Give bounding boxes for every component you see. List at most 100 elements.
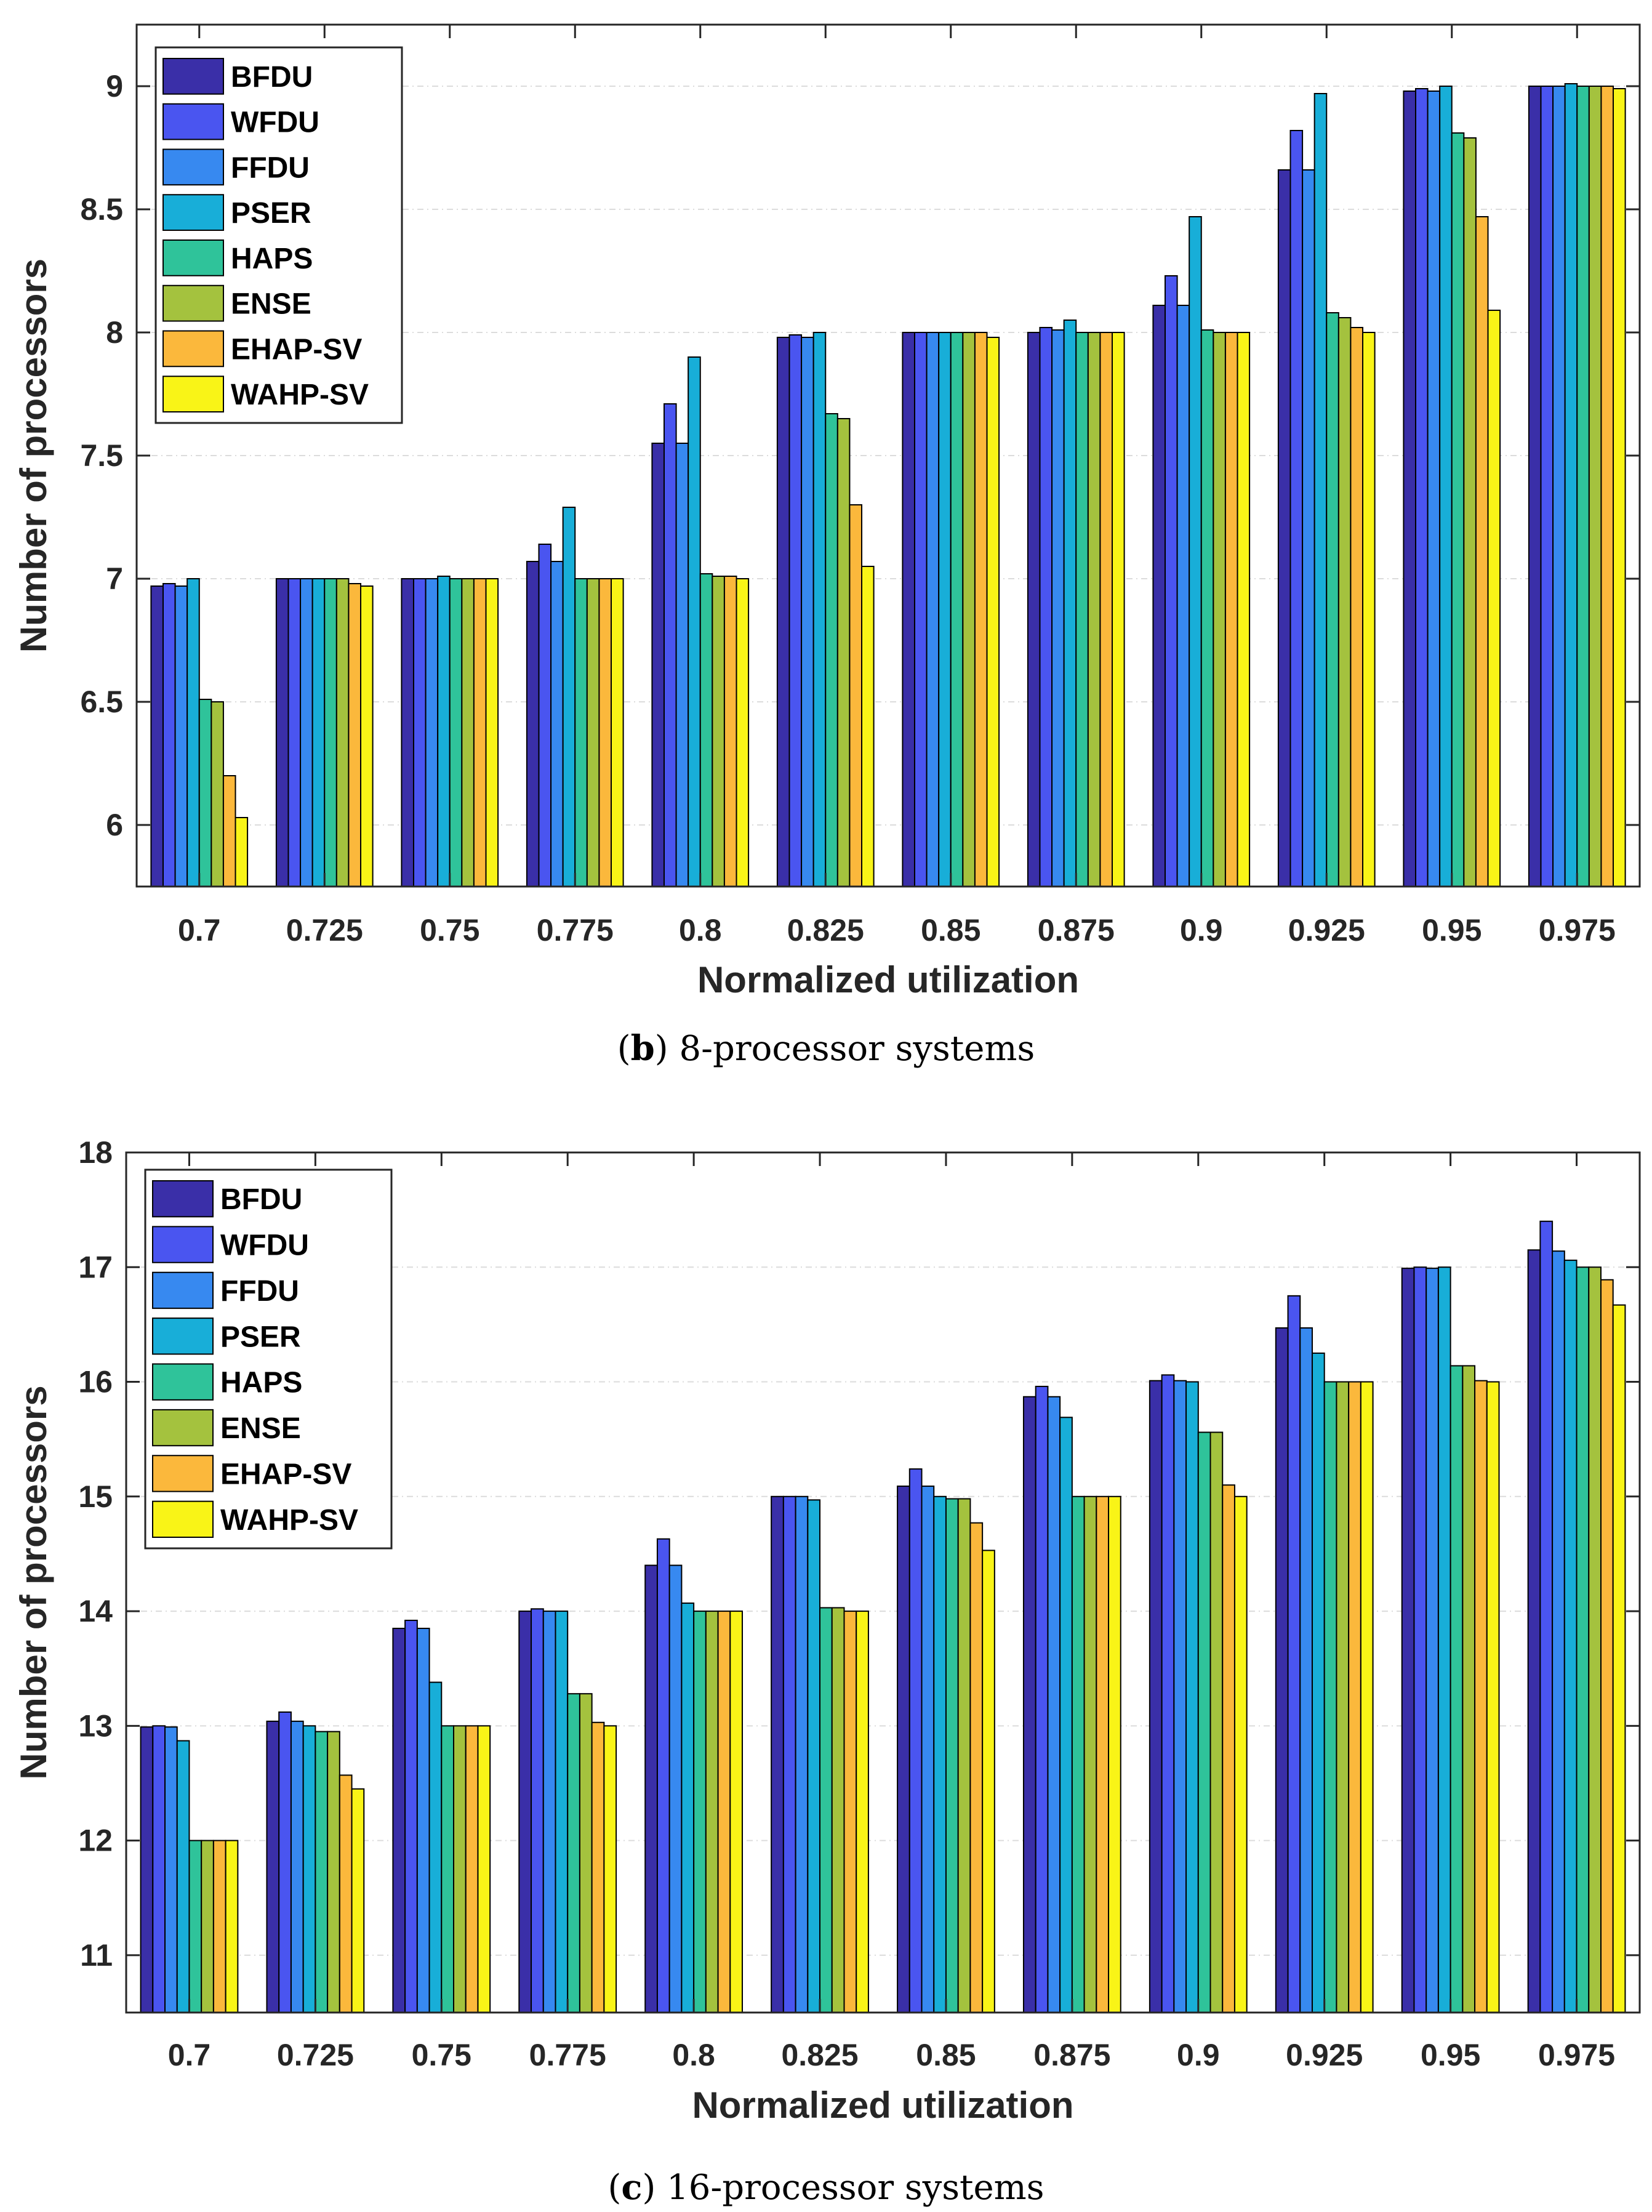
bar-bfdu-0-9 [1149,1380,1163,2013]
bar-ehap-sv-0-75 [473,578,487,887]
legend-swatch-ffdu [152,1271,214,1309]
legend-label-wahp-sv: WAHP-SV [231,379,369,411]
bar-pser-0-75 [437,576,451,887]
bar-ffdu-0-7 [174,585,188,887]
bar-wahp-sv-0-925 [1362,332,1376,887]
bar-ffdu-0-75 [416,1628,430,2013]
xtick-label: 0.7 [168,2038,211,2072]
bar-wfdu-0-725 [287,578,302,887]
bar-bfdu-0-975 [1527,1249,1541,2013]
bar-ehap-sv-0-75 [465,1725,479,2014]
bar-ffdu-0-9 [1176,305,1190,887]
bar-ffdu-0-975 [1552,86,1566,887]
bar-ehap-sv-0-85 [969,1522,984,2013]
bar-ense-0-75 [453,1725,467,2014]
legend-swatch-bfdu [152,1180,214,1218]
legend-swatch-wfdu [152,1226,214,1263]
bar-ense-0-7 [201,1840,214,2014]
bar-wfdu-0-825 [782,1495,796,2014]
legend-swatch-ense [152,1409,214,1447]
bar-ffdu-0-95 [1427,90,1441,887]
bar-pser-0-85 [933,1495,947,2014]
x-axis-label: Normalized utilization [697,959,1079,1000]
chart-panel-16-processor: 11 12 13 14 15 16 17 18 0.7 0.725 0.75 0.775 0.8 0.82… [13,1135,1641,2208]
y-axis-label: Number of processors [13,1385,54,1779]
ytick-label: 16 [78,1365,113,1399]
bar-bfdu-0-925 [1277,169,1291,887]
bar-haps-0-775 [567,1693,580,2013]
bar-wahp-sv-0-975 [1612,1304,1626,2013]
bar-wfdu-0-95 [1413,1266,1427,2013]
bar-wfdu-0-875 [1039,327,1053,887]
bar-wfdu-0-85 [913,332,928,887]
bar-wfdu-0-85 [908,1468,923,2014]
bar-wfdu-0-875 [1035,1385,1049,2013]
bar-pser-0-95 [1437,1266,1451,2013]
bar-bfdu-0-925 [1275,1327,1289,2013]
bar-wahp-sv-0-95 [1487,310,1501,887]
bar-ehap-sv-0-775 [598,578,612,887]
bar-pser-0-925 [1311,1352,1325,2013]
bar-ense-0-9 [1209,1431,1224,2013]
bar-pser-0-875 [1063,320,1077,887]
bar-pser-0-9 [1189,216,1202,887]
bar-haps-0-7 [198,699,212,887]
caption-close-paren: ) [655,1029,680,1069]
xtick-label: 0.875 [1033,2038,1110,2072]
bar-pser-0-725 [311,578,326,887]
bar-haps-0-85 [950,332,964,887]
ytick-label: 11 [80,1938,113,1973]
bar-ffdu-0-825 [801,337,814,887]
bar-ense-0-925 [1337,317,1352,887]
bar-ffdu-0-725 [300,578,313,887]
legend-swatch-wfdu [162,103,224,140]
bar-bfdu-0-875 [1027,332,1041,887]
bar-wahp-sv-0-95 [1486,1381,1500,2013]
xtick-label: 0.9 [1180,913,1223,947]
legend-label-bfdu: BFDU [220,1183,302,1216]
legend-swatch-wahp-sv [152,1500,214,1538]
legend-label-haps: HAPS [231,243,313,275]
legend-label-wfdu: WFDU [231,107,319,139]
y-axis-label: Number of processors [13,259,54,653]
bar-haps-0-725 [324,578,337,887]
xtick-label: 0.725 [286,913,363,947]
legend-label-pser: PSER [231,197,311,230]
bar-ense-0-75 [461,578,475,887]
bar-bfdu-0-75 [392,1628,406,2013]
bar-ense-0-95 [1463,137,1477,887]
xtick-label: 0.725 [277,2038,354,2072]
bar-ense-0-825 [836,418,851,887]
bar-wfdu-0-9 [1164,275,1178,887]
legend-label-ense: ENSE [220,1412,301,1445]
bar-wfdu-0-7 [162,583,176,887]
ytick-label: 7 [106,561,123,596]
bar-ehap-sv-0-775 [591,1721,605,2013]
bar-ense-0-875 [1087,332,1101,887]
bar-haps-0-9 [1200,329,1214,887]
bar-ffdu-0-875 [1047,1396,1061,2013]
ytick-label: 8 [106,315,123,350]
bar-wfdu-0-975 [1539,1220,1554,2013]
xtick-label: 0.825 [787,913,864,947]
bar-haps-0-775 [574,578,588,887]
bar-ense-0-9 [1213,332,1226,887]
ytick-label: 6 [106,808,123,842]
legend-swatch-pser [152,1317,214,1355]
bar-ehap-sv-0-8 [723,576,737,887]
legend-label-bfdu: BFDU [231,61,313,94]
bar-ehap-sv-0-875 [1099,332,1113,887]
bar-bfdu-0-725 [275,578,289,887]
bar-wfdu-0-925 [1287,1295,1301,2014]
bar-haps-0-825 [819,1607,833,2013]
bar-pser-0-775 [562,507,576,887]
bar-wahp-sv-0-7 [235,817,249,887]
bar-bfdu-0-975 [1528,86,1542,887]
bar-ffdu-0-9 [1173,1380,1187,2013]
bar-wahp-sv-0-925 [1360,1381,1374,2013]
bar-ehap-sv-0-9 [1224,332,1238,887]
bar-wahp-sv-0-8 [729,1611,744,2014]
bar-ffdu-0-85 [921,1486,935,2014]
bar-ffdu-0-875 [1051,329,1065,887]
bar-pser-0-875 [1059,1417,1073,2013]
